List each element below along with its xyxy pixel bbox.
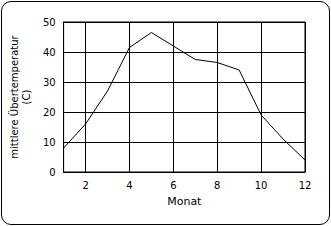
svg-text:mittlere Übertemperatur: mittlere Übertemperatur xyxy=(8,34,20,158)
svg-text:30: 30 xyxy=(43,77,56,88)
svg-text:8: 8 xyxy=(214,180,220,191)
svg-text:50: 50 xyxy=(43,17,56,28)
svg-text:2: 2 xyxy=(82,180,88,191)
svg-text:12: 12 xyxy=(299,180,312,191)
svg-text:40: 40 xyxy=(43,47,56,58)
svg-text:6: 6 xyxy=(170,180,176,191)
svg-text:10: 10 xyxy=(43,137,56,148)
svg-text:4: 4 xyxy=(126,180,132,191)
svg-text:0: 0 xyxy=(49,167,55,178)
svg-text:Monat: Monat xyxy=(167,195,202,208)
svg-text:20: 20 xyxy=(43,107,56,118)
svg-text:(C): (C) xyxy=(21,90,32,105)
svg-text:10: 10 xyxy=(255,180,268,191)
